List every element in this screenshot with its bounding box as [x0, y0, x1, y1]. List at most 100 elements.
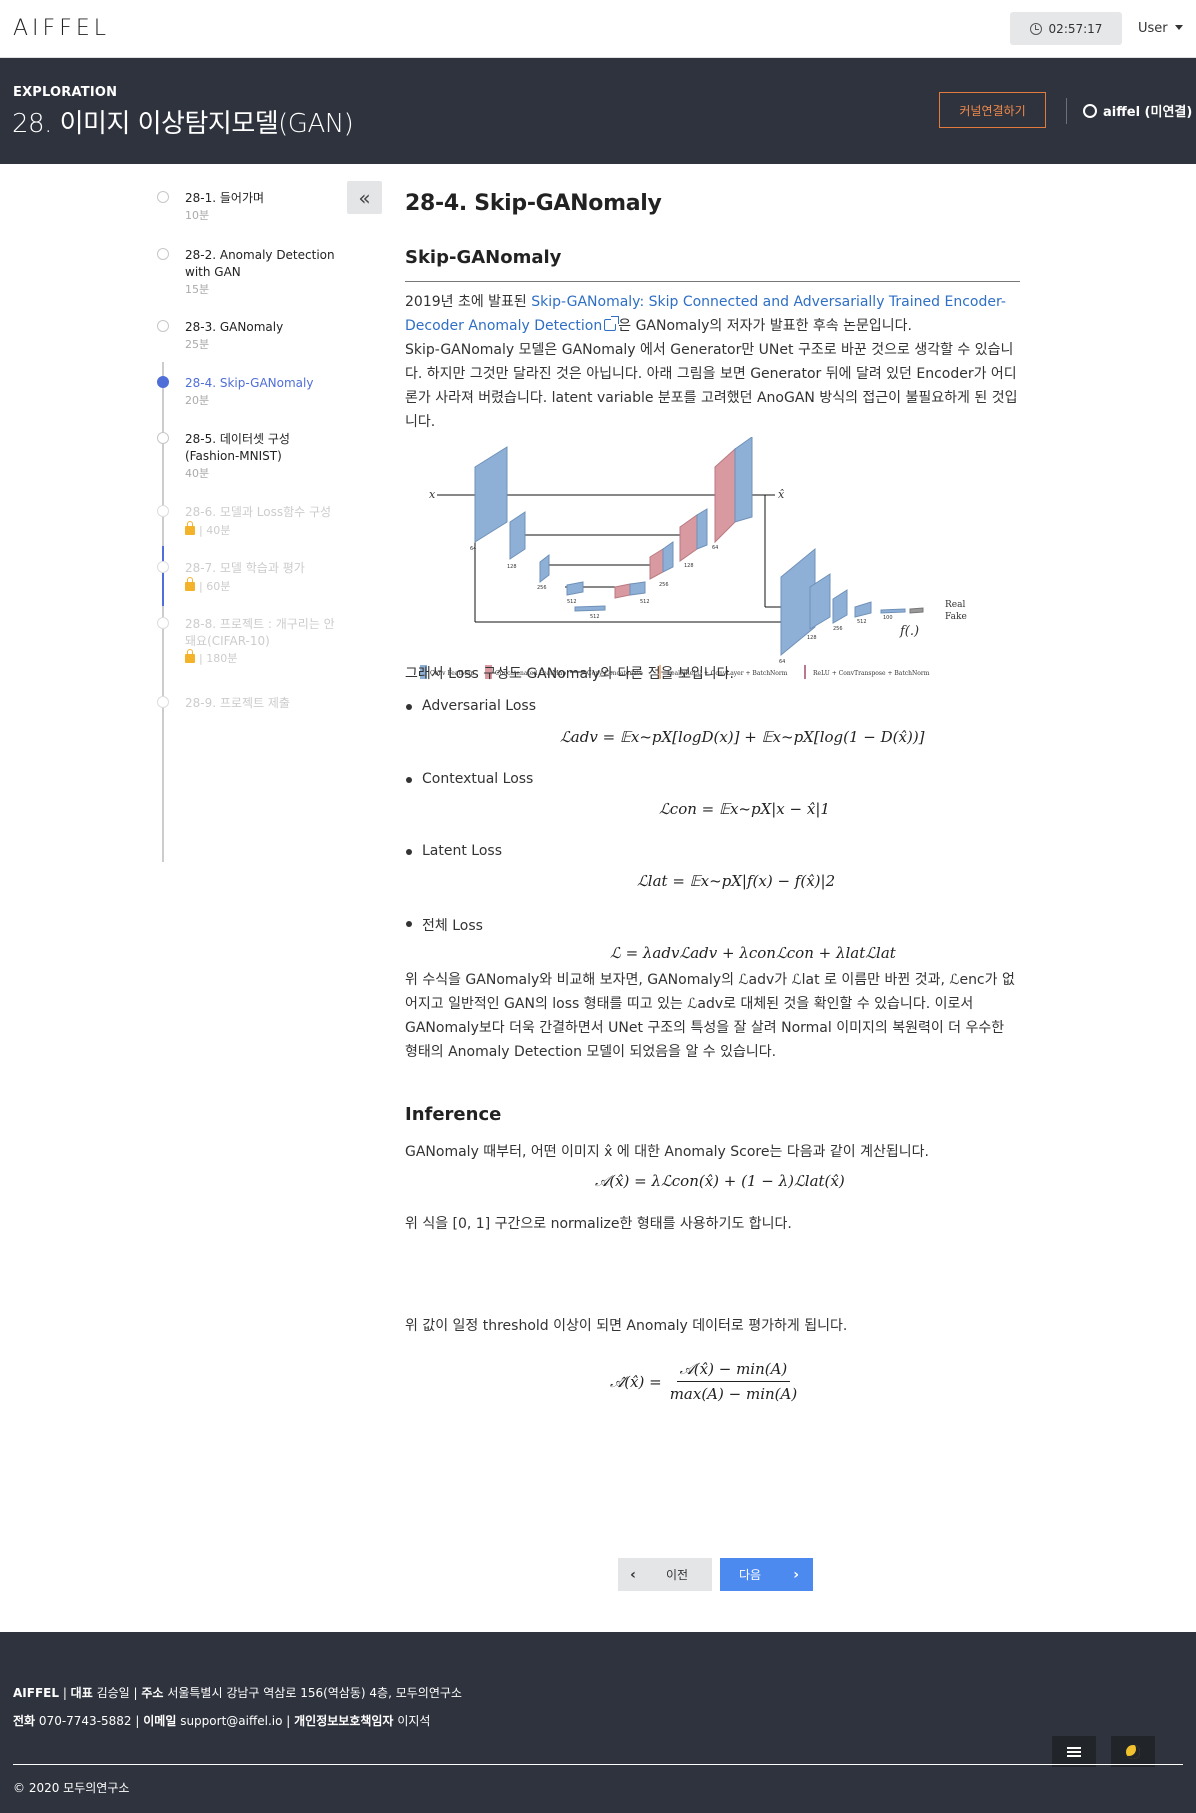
connect-kernel-button[interactable]: 커널연결하기: [939, 92, 1046, 128]
footer-email[interactable]: support@aiffel.io: [180, 1714, 283, 1728]
toc-dot: [157, 561, 169, 573]
toc-list-button[interactable]: [1052, 1736, 1096, 1767]
footer-copyright: © 2020 모두의연구소: [13, 1781, 130, 1795]
diagram-output-label: x̂: [778, 488, 785, 501]
toc-title: 28-6. 모델과 Loss함수 구성: [185, 505, 332, 519]
footer-company-line: AIFFEL | 대표 김승일 | 주소 서울특별시 강남구 역삼로 156(역…: [13, 1686, 462, 1700]
lesson-title: 28-4. Skip-GANomaly: [405, 191, 662, 216]
aiffel-logo[interactable]: AIFFEL: [13, 16, 111, 41]
toc-dot: [157, 617, 169, 629]
legend-conv-featmap: Conv FeatMap: [430, 670, 474, 677]
next-label: 다음: [739, 1568, 762, 1582]
bullet-total-loss: 전체 Loss: [406, 915, 483, 935]
external-link-icon[interactable]: [604, 316, 620, 331]
diagram-size: 64: [779, 659, 785, 665]
clock-icon: [1029, 22, 1042, 35]
bullet-latent-loss: Latent Loss: [405, 843, 503, 859]
legend-leakyrelu: LeakyReLU + ConvLayer + BatchNorm: [667, 670, 788, 677]
bullet-contextual-loss: Contextual Loss: [405, 771, 534, 787]
kernel-status-text: aiffel (미연결): [1103, 105, 1193, 120]
moon-icon: [1126, 1744, 1140, 1759]
threshold-paragraph: 위 값이 일정 threshold 이상이 되면 Anomaly 데이터로 평가…: [405, 1318, 848, 1334]
comparison-paragraph: 위 수식을 GANomaly와 비교해 보자면, GANomaly의 ℒadv가…: [405, 972, 1015, 1060]
footer-address-label: 주소: [141, 1686, 164, 1700]
footer-address: 서울특별시 강남구 역삼로 156(역삼동) 4층, 모두의연구소: [167, 1686, 462, 1700]
lock-icon: [185, 521, 195, 535]
diagram-size: 64: [712, 545, 718, 551]
toc-time: 25분: [185, 338, 210, 351]
fraction-numerator: 𝒜(x̂) − min(A): [676, 1360, 791, 1382]
section-heading-inference: Inference: [405, 1104, 502, 1125]
loss-intro: 그래서 Loss 구성도 GANomaly와 다른 점을 보입니다.: [405, 666, 734, 682]
course-category: EXPLORATION: [13, 85, 118, 100]
footer-rule: [13, 1764, 1183, 1765]
toc-title[interactable]: 28-4. Skip-GANomaly: [185, 376, 314, 390]
lesson-page: 28-1. 들어가며 10분 28-2. Anomaly Detection w…: [0, 164, 1196, 1631]
inference-intro: GANomaly 때부터, 어떤 이미지 x̂ 에 대한 Anomaly Sco…: [405, 1144, 929, 1160]
timeline-track: [162, 362, 164, 862]
legend-relu: ReLU + ConvTranspose + BatchNorm: [813, 670, 930, 677]
diagram-size: 256: [659, 582, 669, 588]
footer-brand: AIFFEL: [13, 1686, 59, 1700]
prev-page-button[interactable]: ‹ 이전: [618, 1558, 712, 1591]
diagram-size: 512: [857, 619, 867, 625]
toc-title: 28-7. 모델 학습과 평가: [185, 561, 305, 575]
diagram-size: 256: [833, 626, 843, 632]
diagram-size: 100: [883, 615, 893, 621]
legend-concat-featmap: Concatenated FeatMap: [495, 670, 566, 677]
toc-title: 28-9. 프로젝트 제출: [185, 696, 290, 710]
toc-dot: [157, 320, 169, 332]
diagram-size: 128: [807, 635, 817, 641]
header-divider: [1066, 98, 1067, 124]
diagram-size: 128: [684, 563, 694, 569]
toc-dot: [157, 191, 169, 203]
equation-anomaly-score: 𝒜(x̂) = λℒcon(x̂) + (1 − λ)ℒlat(x̂): [595, 1172, 845, 1190]
lock-icon: [185, 649, 195, 663]
top-navigation: AIFFEL 02:57:17 User: [0, 0, 1196, 58]
toc-title[interactable]: 28-3. GANomaly: [185, 320, 284, 334]
lock-icon: [185, 577, 195, 591]
intro-prefix: 2019년 초에 발표된: [405, 294, 532, 310]
legend-copy-concat: Copy-Concatenate: [587, 670, 643, 677]
chevron-left-icon: ‹: [630, 1566, 636, 1583]
user-menu[interactable]: User: [1138, 21, 1183, 36]
timeline-active-segment: [162, 546, 164, 606]
toc-dot-active: [157, 376, 169, 388]
equation-normalized-score: 𝒜̂(x̂) = 𝒜(x̂) − min(A) max(A) − min(A): [610, 1360, 797, 1403]
footer-privacy-label: 개인정보보호책임자: [294, 1714, 394, 1728]
toc-time: | 60분: [199, 580, 231, 593]
decoder-blocks: [614, 437, 753, 599]
collapse-sidebar-button[interactable]: «: [347, 181, 382, 214]
footer-tel: 070-7743-5882: [38, 1714, 132, 1728]
course-title: 28. 이미지 이상탐지모델(GAN): [12, 109, 354, 139]
encoder-blocks: [474, 446, 606, 612]
status-ring-icon: [1083, 103, 1097, 118]
skip-ganomaly-architecture-diagram: x x̂ f(.) Real Fake: [420, 437, 967, 679]
diagram-fake-label: Fake: [945, 612, 967, 622]
equation-contextual-loss: ℒcon = 𝔼x~pX|x − x̂|1: [659, 800, 830, 818]
diagram-size: 256: [537, 585, 547, 591]
next-page-button[interactable]: 다음 ›: [720, 1558, 813, 1591]
diagram-real-label: Real: [945, 600, 965, 610]
paper-link[interactable]: Skip-GANomaly: Skip Connected and Advers…: [405, 294, 1006, 334]
dark-mode-button[interactable]: [1111, 1736, 1155, 1767]
footer-tel-label: 전화: [13, 1714, 36, 1728]
footer-email-label: 이메일: [143, 1714, 177, 1728]
intro-suffix: 은 GANomaly의 저자가 발표한 후속 논문입니다.: [618, 318, 912, 334]
toc-title[interactable]: 28-2. Anomaly Detection with GAN: [185, 248, 335, 279]
double-chevron-left-icon: «: [358, 185, 371, 210]
diagram-size: 64: [470, 546, 476, 552]
intro-paragraph: 2019년 초에 발표된 Skip-GANomaly: Skip Connect…: [405, 290, 1020, 338]
site-footer: AIFFEL | 대표 김승일 | 주소 서울특별시 강남구 역삼로 156(역…: [0, 1632, 1196, 1813]
list-icon: [1067, 1746, 1081, 1757]
normalized-lhs: 𝒜̂(x̂) =: [610, 1372, 662, 1391]
discriminator-blocks: [780, 547, 924, 657]
intro-body: Skip-GANomaly 모델은 GANomaly 에서 Generator만…: [405, 342, 1018, 430]
toc-time: 40분: [185, 467, 210, 480]
toc-title[interactable]: 28-1. 들어가며: [185, 191, 265, 205]
section-heading-skip-ganomaly: Skip-GANomaly: [405, 247, 562, 268]
normalized-fraction: 𝒜(x̂) − min(A) max(A) − min(A): [670, 1360, 798, 1403]
timer-value: 02:57:17: [1048, 21, 1103, 36]
toc-title[interactable]: 28-5. 데이터셋 구성 (Fashion-MNIST): [185, 432, 290, 463]
footer-ceo-label: 대표: [70, 1686, 93, 1700]
